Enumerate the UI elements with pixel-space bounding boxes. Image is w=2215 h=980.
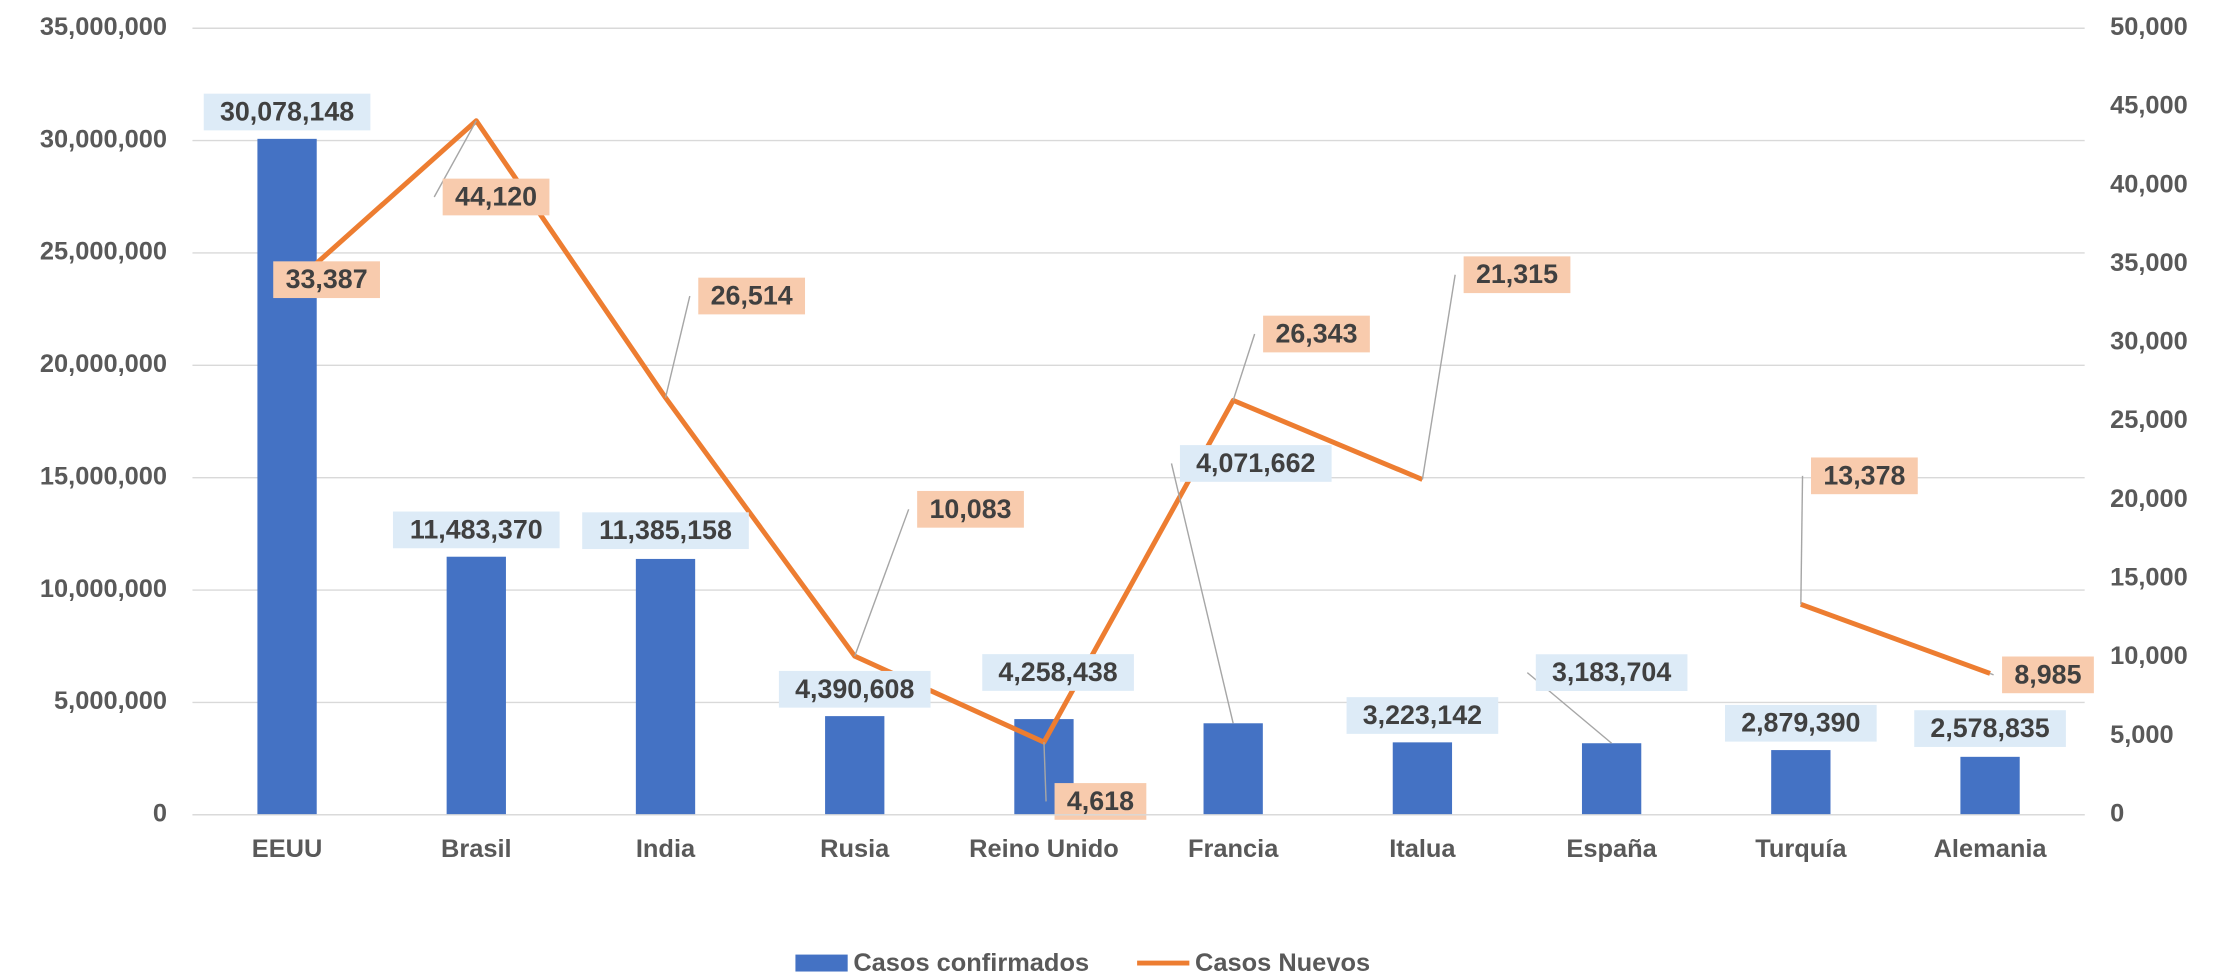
x-tick-label: India	[636, 835, 696, 863]
label-box	[698, 277, 806, 315]
bar	[1960, 756, 2020, 815]
y-tick-label: 10,000,000	[40, 575, 167, 603]
leader-line	[1800, 475, 1804, 605]
label-box	[203, 93, 371, 131]
bar	[825, 716, 885, 815]
bar	[1771, 750, 1831, 815]
x-tick-label: Alemania	[1934, 835, 2048, 863]
data-label: 10,083	[930, 494, 1012, 524]
data-label: 4,071,662	[1196, 448, 1315, 478]
y-tick-label: 30,000,000	[40, 125, 167, 153]
y2-tick-label: 10,000	[2110, 642, 2188, 670]
label-box	[1535, 654, 1688, 691]
label-box	[778, 670, 931, 708]
x-tick-label: España	[1566, 835, 1657, 863]
data-label: 21,315	[1476, 259, 1558, 289]
label-box	[273, 261, 380, 299]
y2-tick-label: 15,000	[2110, 564, 2188, 592]
y-tick-label: 25,000,000	[40, 238, 167, 266]
data-label: 2,879,390	[1741, 708, 1860, 738]
data-label: 3,183,704	[1552, 657, 1671, 687]
bar	[257, 138, 317, 815]
data-label: 3,223,142	[1363, 700, 1482, 730]
y2-tick-label: 20,000	[2110, 485, 2188, 513]
legend-label: Casos confirmados	[853, 949, 1089, 977]
y2-tick-label: 5,000	[2110, 721, 2174, 749]
y2-tick-label: 25,000	[2110, 406, 2188, 434]
y-tick-label: 20,000,000	[40, 350, 167, 378]
label-box	[1346, 697, 1499, 734]
leader-line	[433, 120, 477, 198]
leader-line	[1043, 742, 1047, 802]
x-tick-label: Reino Unido	[969, 835, 1119, 863]
y2-tick-label: 40,000	[2110, 170, 2188, 198]
y-tick-label: 35,000,000	[40, 13, 167, 41]
leaders	[433, 120, 1994, 802]
y2-tick-label: 0	[2110, 800, 2124, 828]
label-box	[1463, 256, 1571, 294]
x-tick-label: Italua	[1389, 835, 1456, 863]
labels: 30,078,148 11,483,370 11,385,158 4,390,608 4…	[203, 93, 2094, 820]
leader-line	[1232, 333, 1256, 401]
data-label: 4,390,608	[795, 674, 914, 704]
label-box	[442, 178, 550, 216]
label-box	[917, 490, 1024, 528]
label-box	[392, 511, 560, 549]
label-box	[982, 654, 1134, 691]
label-box	[1263, 315, 1370, 353]
y2-tick-label: 35,000	[2110, 249, 2188, 277]
data-label: 8,985	[2014, 659, 2081, 689]
bar	[1392, 742, 1453, 815]
x-tick-label: Turquía	[1755, 835, 1847, 863]
label-box	[2002, 656, 2094, 694]
data-label: 4,618	[1067, 786, 1134, 816]
data-label: 33,387	[286, 264, 368, 294]
bar	[635, 558, 696, 815]
data-label: 26,514	[711, 281, 793, 311]
leader-line	[1989, 672, 1994, 676]
data-label: 4,258,438	[998, 657, 1117, 687]
x-tick-label: EEUU	[252, 835, 323, 863]
legend-label: Casos Nuevos	[1195, 949, 1370, 977]
grid	[192, 27, 2085, 816]
x-tick-label: Brasil	[441, 835, 512, 863]
data-label: 30,078,148	[220, 97, 354, 127]
bar	[1203, 723, 1263, 815]
y-tick-label: 15,000,000	[40, 462, 167, 490]
leader-line	[1170, 463, 1234, 724]
data-label: 13,378	[1823, 460, 1905, 490]
label-box	[1054, 783, 1147, 820]
label-box	[1914, 710, 2066, 747]
y-tick-label: 5,000,000	[54, 687, 167, 715]
data-label: 11,483,370	[410, 514, 543, 544]
y2-tick-label: 50,000	[2110, 13, 2188, 41]
line	[1799, 602, 1991, 676]
x-tick-label: Rusia	[820, 835, 890, 863]
bar	[446, 556, 506, 815]
leader-line	[1421, 274, 1456, 480]
y-tick-label: 0	[153, 800, 167, 828]
data-label: 11,385,158	[599, 515, 732, 545]
bar	[1581, 743, 1642, 815]
label-box	[582, 512, 749, 550]
label-box	[1811, 457, 1918, 495]
x-tick-label: Francia	[1188, 835, 1279, 863]
leader-line	[854, 509, 910, 657]
y2-tick-label: 45,000	[2110, 92, 2188, 120]
data-label: 44,120	[455, 181, 537, 211]
leader-line	[664, 295, 691, 398]
label-box	[1725, 704, 1877, 742]
data-label: 26,343	[1275, 319, 1357, 349]
label-box	[1179, 445, 1332, 482]
legend-swatch	[795, 954, 848, 972]
y2-tick-label: 30,000	[2110, 328, 2188, 356]
data-label: 2,578,835	[1930, 713, 2049, 743]
